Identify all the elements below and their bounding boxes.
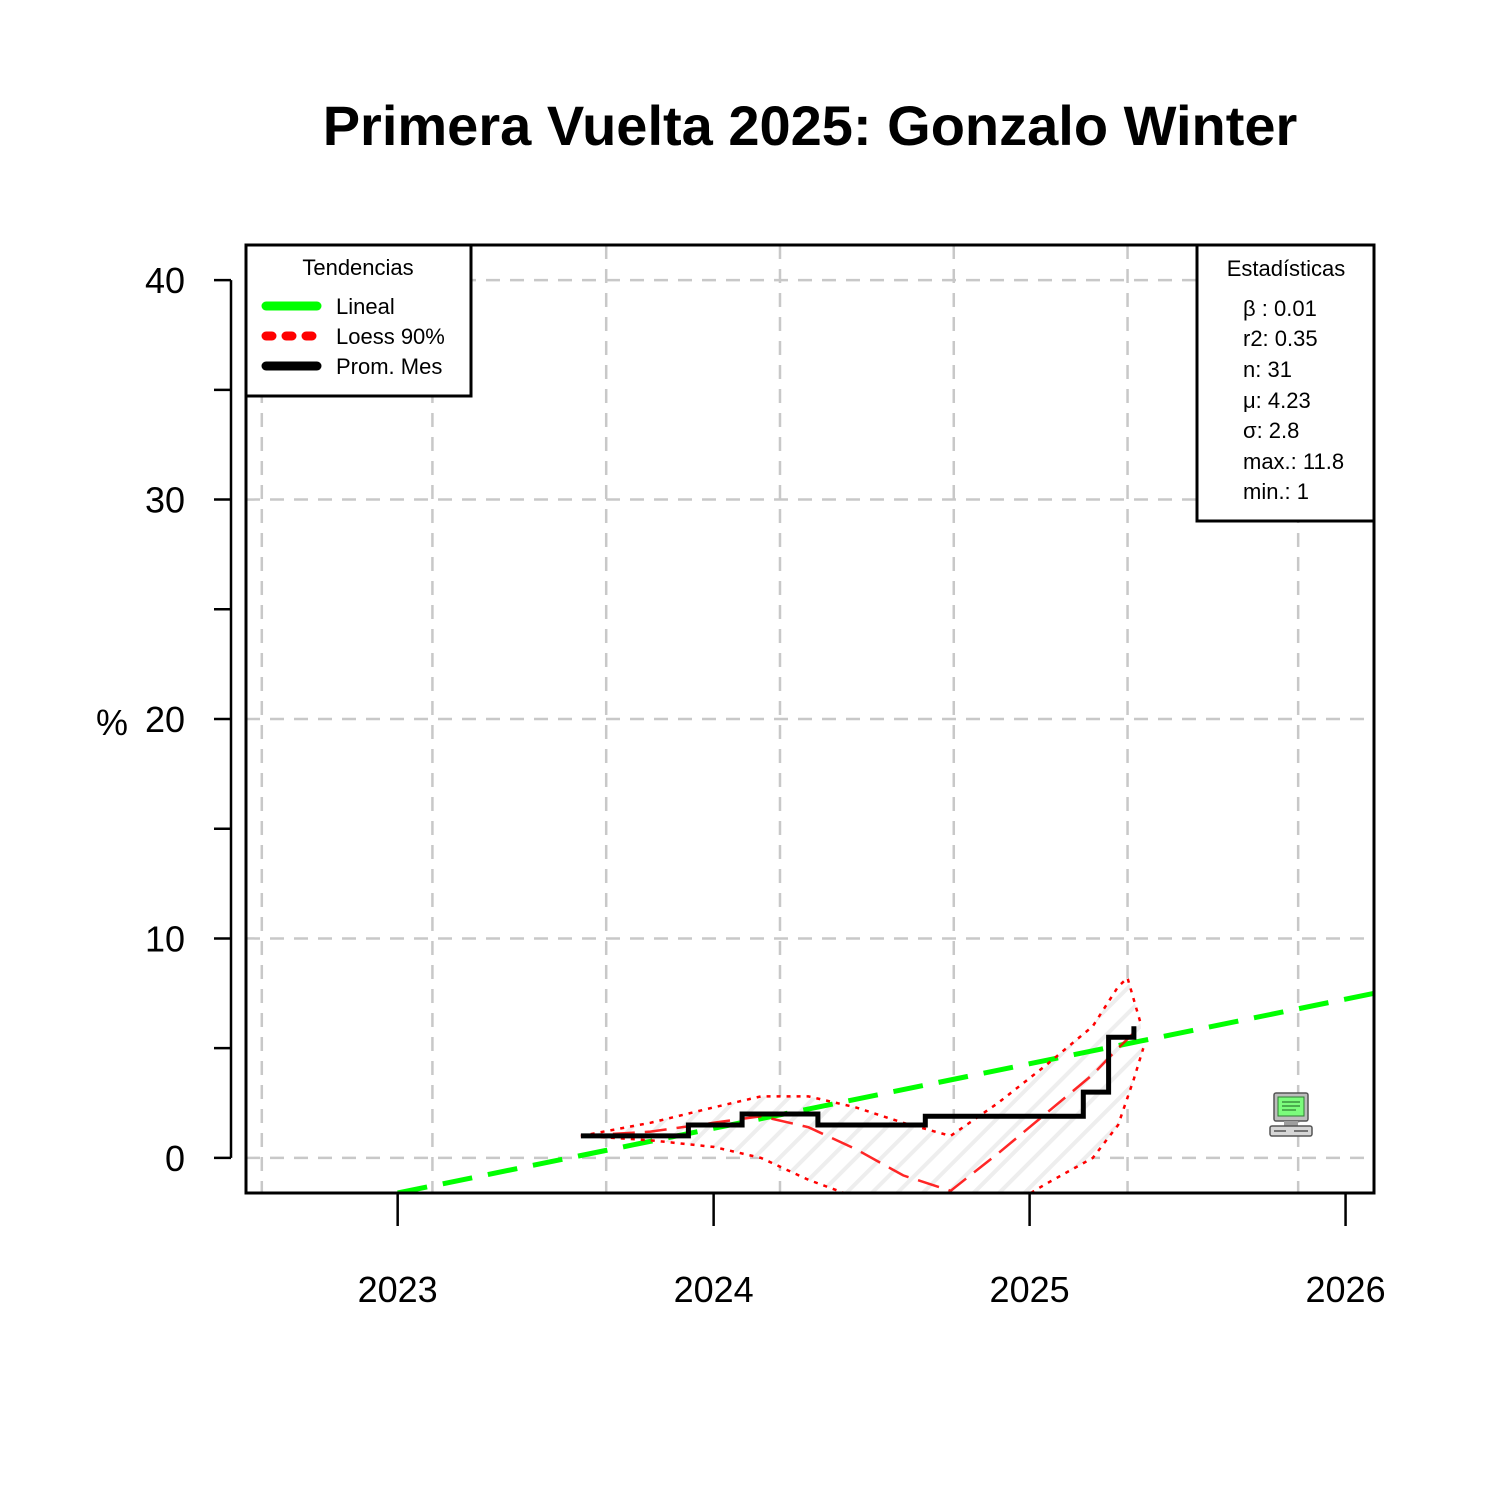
y-tick-label-0: 0	[165, 1138, 185, 1179]
x-tick-label-2: 2025	[990, 1269, 1070, 1310]
x-axis: 2023 2024 2025 2026	[358, 1191, 1386, 1310]
legend: Tendencias Lineal Loess 90% Prom. Mes	[244, 243, 473, 398]
series-line-loess-upper	[580, 975, 1142, 1138]
series-line-prom-mes	[580, 1026, 1137, 1139]
stats-line-min: min.: 1	[1243, 479, 1309, 504]
y-axis-label: %	[96, 702, 128, 743]
chart-title: Primera Vuelta 2025: Gonzalo Winter	[323, 94, 1298, 157]
legend-frame	[244, 243, 473, 398]
x-tick-label-0: 2023	[358, 1269, 438, 1310]
confidence-band	[580, 977, 1144, 1193]
stats-title: Estadísticas	[1227, 256, 1346, 281]
stats-line-n: n: 31	[1243, 357, 1292, 382]
computer-icon	[1269, 1092, 1313, 1137]
stats-line-sd: σ: 2.8	[1243, 418, 1299, 443]
x-tick-label-1: 2024	[674, 1269, 754, 1310]
legend-label-prom-mes: Prom. Mes	[336, 354, 442, 379]
legend-label-lineal: Lineal	[336, 294, 395, 319]
stats-line-max: max.: 11.8	[1243, 449, 1344, 474]
x-tick-label-3: 2026	[1306, 1269, 1386, 1310]
y-tick-label-1: 10	[145, 918, 185, 959]
series-line-lineal	[397, 990, 1374, 1193]
series-layer	[397, 975, 1374, 1193]
y-tick-label-2: 20	[145, 699, 185, 740]
y-axis: 0 10 20 30 40	[145, 260, 233, 1179]
legend-title: Tendencias	[302, 255, 413, 280]
stats-line-beta: β : 0.01	[1243, 296, 1317, 321]
stats-line-mean: μ: 4.23	[1243, 388, 1311, 413]
series-line-loess-lower	[580, 1047, 1145, 1193]
y-tick-label-3: 30	[145, 480, 185, 521]
stats-line-r2: r2: 0.35	[1243, 326, 1318, 351]
stats-box: Estadísticas β : 0.01 r2: 0.35 n: 31 μ: …	[1195, 243, 1376, 523]
loess-band-fill	[580, 977, 1144, 1193]
legend-label-loess: Loess 90%	[336, 324, 445, 349]
stats-frame	[1195, 243, 1376, 523]
y-tick-label-4: 40	[145, 260, 185, 301]
